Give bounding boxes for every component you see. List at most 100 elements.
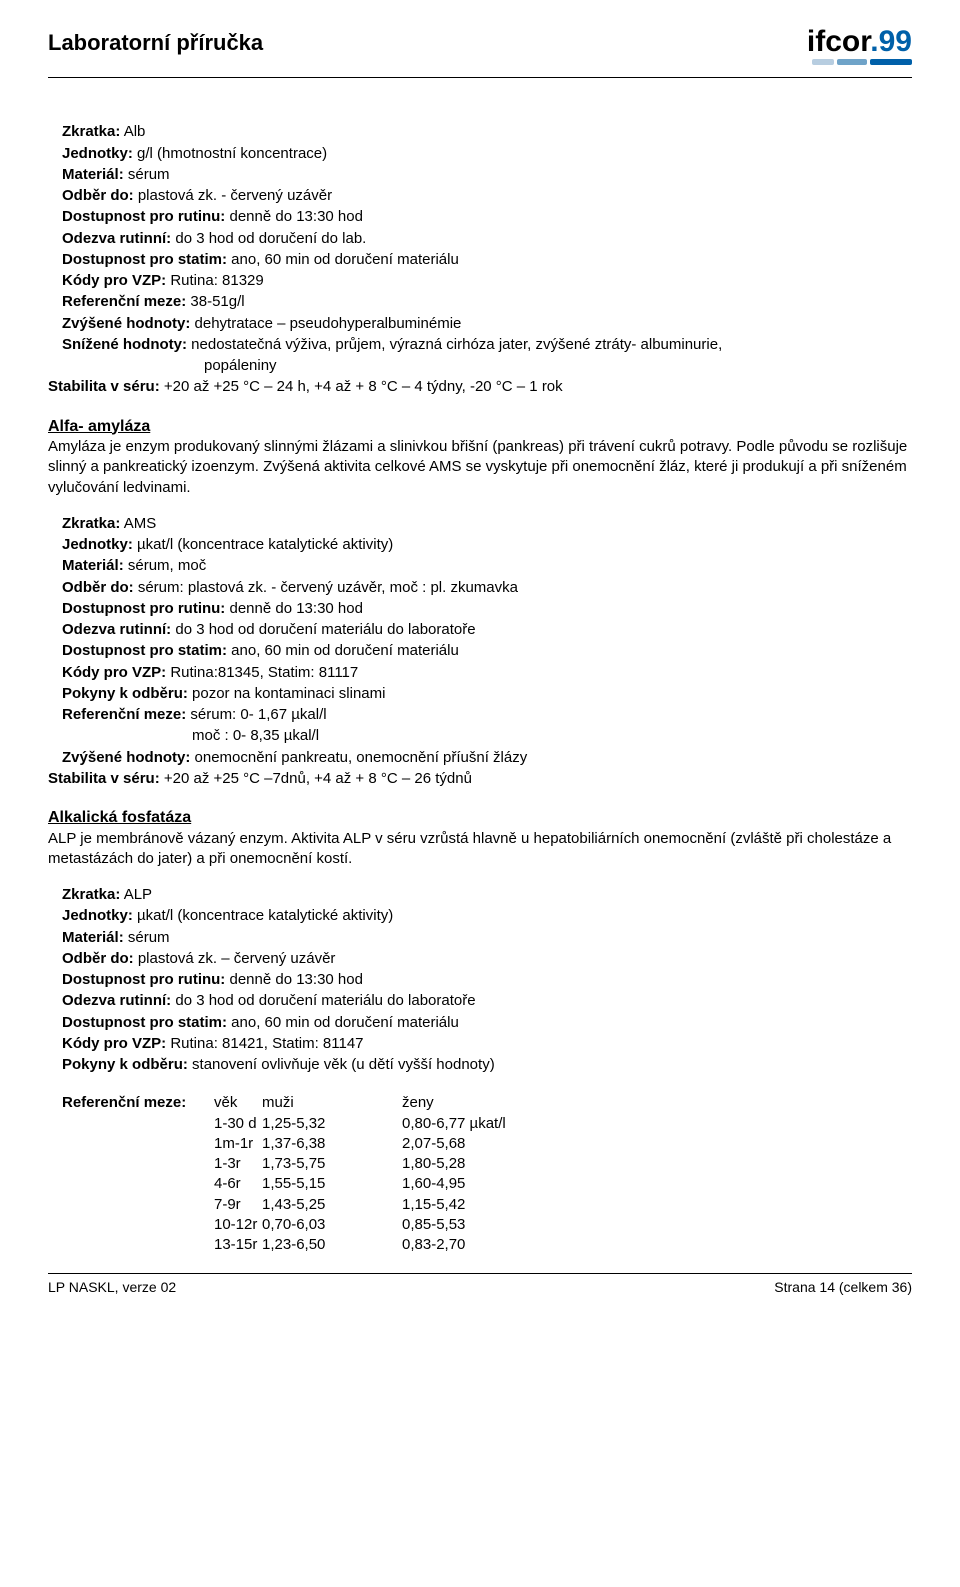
- footer-divider: [48, 1273, 912, 1274]
- cell-age: 13-15r: [62, 1235, 262, 1255]
- header-divider: [48, 77, 912, 78]
- label: Jednotky:: [62, 907, 133, 924]
- label: Odezva rutinní:: [62, 992, 171, 1009]
- label: Dostupnost pro statim:: [62, 251, 227, 268]
- cell-age: 10-12r: [62, 1215, 262, 1235]
- label: Referenční meze:: [62, 1094, 186, 1111]
- label: Odezva rutinní:: [62, 621, 171, 638]
- value: Alb: [120, 123, 145, 140]
- value: sérum, moč: [124, 557, 207, 574]
- cell-age: 1m-1r: [62, 1134, 262, 1154]
- label: Zkratka:: [62, 515, 120, 532]
- value: µkat/l (koncentrace katalytické aktivity…: [133, 907, 393, 924]
- logo-text: ifcor: [807, 25, 870, 58]
- label: Zkratka:: [62, 123, 120, 140]
- cell-m: 1,55-5,15: [262, 1174, 402, 1194]
- cell-f: 1,60-4,95: [402, 1174, 602, 1194]
- table-row: 1-30 d1,25-5,320,80-6,77 µkat/l: [62, 1114, 912, 1134]
- value: stanovení ovlivňuje věk (u dětí vyšší ho…: [188, 1056, 495, 1073]
- value: sérum: plastová zk. - červený uzávěr, mo…: [134, 579, 518, 596]
- ref-table: Referenční meze: věk muži ženy 1-30 d1,2…: [62, 1093, 912, 1255]
- table-row: 7-9r1,43-5,251,15-5,42: [62, 1195, 912, 1215]
- value: plastová zk. - červený uzávěr: [134, 187, 332, 204]
- table-row: 1m-1r1,37-6,382,07-5,68: [62, 1134, 912, 1154]
- cell-m: 1,73-5,75: [262, 1154, 402, 1174]
- label: Materiál:: [62, 557, 124, 574]
- label: Odezva rutinní:: [62, 230, 171, 247]
- label: Stabilita v séru:: [48, 378, 160, 395]
- label: Odběr do:: [62, 579, 134, 596]
- value: nedostatečná výživa, průjem, výrazná cir…: [187, 336, 722, 353]
- footer-right: Strana 14 (celkem 36): [774, 1278, 912, 1297]
- alb-block: Zkratka: Alb Jednotky: g/l (hmotnostní k…: [62, 122, 912, 397]
- value: denně do 13:30 hod: [225, 971, 363, 988]
- alfa-block: Zkratka: AMS Jednotky: µkat/l (koncentra…: [62, 514, 912, 789]
- label: Dostupnost pro statim:: [62, 642, 227, 659]
- value: do 3 hod od doručení do lab.: [171, 230, 366, 247]
- table-row: 1-3r1,73-5,751,80-5,28: [62, 1154, 912, 1174]
- value: AMS: [120, 515, 156, 532]
- value: Rutina: 81329: [166, 272, 264, 289]
- value: Rutina: 81421, Statim: 81147: [166, 1035, 363, 1052]
- label: Materiál:: [62, 929, 124, 946]
- logo: ifcor.99: [807, 28, 912, 65]
- value: 38-51g/l: [186, 293, 244, 310]
- value: ano, 60 min od doručení materiálu: [227, 251, 459, 268]
- value: g/l (hmotnostní koncentrace): [133, 145, 327, 162]
- value: popáleniny: [62, 356, 912, 376]
- value: Rutina:81345, Statim: 81117: [166, 664, 358, 681]
- value: sérum: [124, 929, 170, 946]
- label: Pokyny k odběru:: [62, 685, 188, 702]
- value: moč : 0- 8,35 µkal/l: [62, 726, 912, 746]
- table-row: 4-6r1,55-5,151,60-4,95: [62, 1174, 912, 1194]
- cell-age: 7-9r: [62, 1195, 262, 1215]
- label: Dostupnost pro rutinu:: [62, 208, 225, 225]
- value: do 3 hod od doručení materiálu do labora…: [171, 621, 475, 638]
- value: sérum: 0- 1,67 µkal/l: [186, 706, 326, 723]
- footer-left: LP NASKL, verze 02: [48, 1278, 176, 1297]
- table-row: 10-12r0,70-6,030,85-5,53: [62, 1215, 912, 1235]
- col-head-age: věk: [214, 1093, 262, 1113]
- value: dehytratace – pseudohyperalbuminémie: [190, 315, 461, 332]
- cell-f: 1,15-5,42: [402, 1195, 602, 1215]
- cell-f: 0,85-5,53: [402, 1215, 602, 1235]
- value: plastová zk. – červený uzávěr: [134, 950, 336, 967]
- label: Referenční meze:: [62, 706, 186, 723]
- section-title-alfa: Alfa- amyláza: [48, 416, 912, 438]
- cell-m: 1,25-5,32: [262, 1114, 402, 1134]
- cell-m: 1,23-6,50: [262, 1235, 402, 1255]
- value: sérum: [124, 166, 170, 183]
- label: Jednotky:: [62, 145, 133, 162]
- label: Jednotky:: [62, 536, 133, 553]
- section-title-alp: Alkalická fosfatáza: [48, 807, 912, 829]
- cell-age: 1-3r: [62, 1154, 262, 1174]
- value: denně do 13:30 hod: [225, 208, 363, 225]
- cell-m: 0,70-6,03: [262, 1215, 402, 1235]
- label: Kódy pro VZP:: [62, 1035, 166, 1052]
- label: Odběr do:: [62, 187, 134, 204]
- value: do 3 hod od doručení materiálu do labora…: [171, 992, 475, 1009]
- label: Dostupnost pro statim:: [62, 1014, 227, 1031]
- value: ALP: [120, 886, 152, 903]
- col-head-f: ženy: [402, 1093, 602, 1113]
- label: Pokyny k odběru:: [62, 1056, 188, 1073]
- label: Kódy pro VZP:: [62, 272, 166, 289]
- cell-m: 1,43-5,25: [262, 1195, 402, 1215]
- label: Dostupnost pro rutinu:: [62, 600, 225, 617]
- cell-f: 2,07-5,68: [402, 1134, 602, 1154]
- value: ano, 60 min od doručení materiálu: [227, 1014, 459, 1031]
- section-desc-alp: ALP je membránově vázaný enzym. Aktivita…: [48, 829, 912, 870]
- value: +20 až +25 °C –7dnů, +4 až + 8 °C – 26 t…: [160, 770, 472, 787]
- table-row: 13-15r1,23-6,500,83-2,70: [62, 1235, 912, 1255]
- value: denně do 13:30 hod: [225, 600, 363, 617]
- label: Stabilita v séru:: [48, 770, 160, 787]
- cell-f: 0,83-2,70: [402, 1235, 602, 1255]
- value: ano, 60 min od doručení materiálu: [227, 642, 459, 659]
- label: Zvýšené hodnoty:: [62, 749, 190, 766]
- cell-f: 0,80-6,77 µkat/l: [402, 1114, 602, 1134]
- label: Dostupnost pro rutinu:: [62, 971, 225, 988]
- label: Zvýšené hodnoty:: [62, 315, 190, 332]
- col-head-m: muži: [262, 1093, 402, 1113]
- value: pozor na kontaminaci slinami: [188, 685, 386, 702]
- cell-f: 1,80-5,28: [402, 1154, 602, 1174]
